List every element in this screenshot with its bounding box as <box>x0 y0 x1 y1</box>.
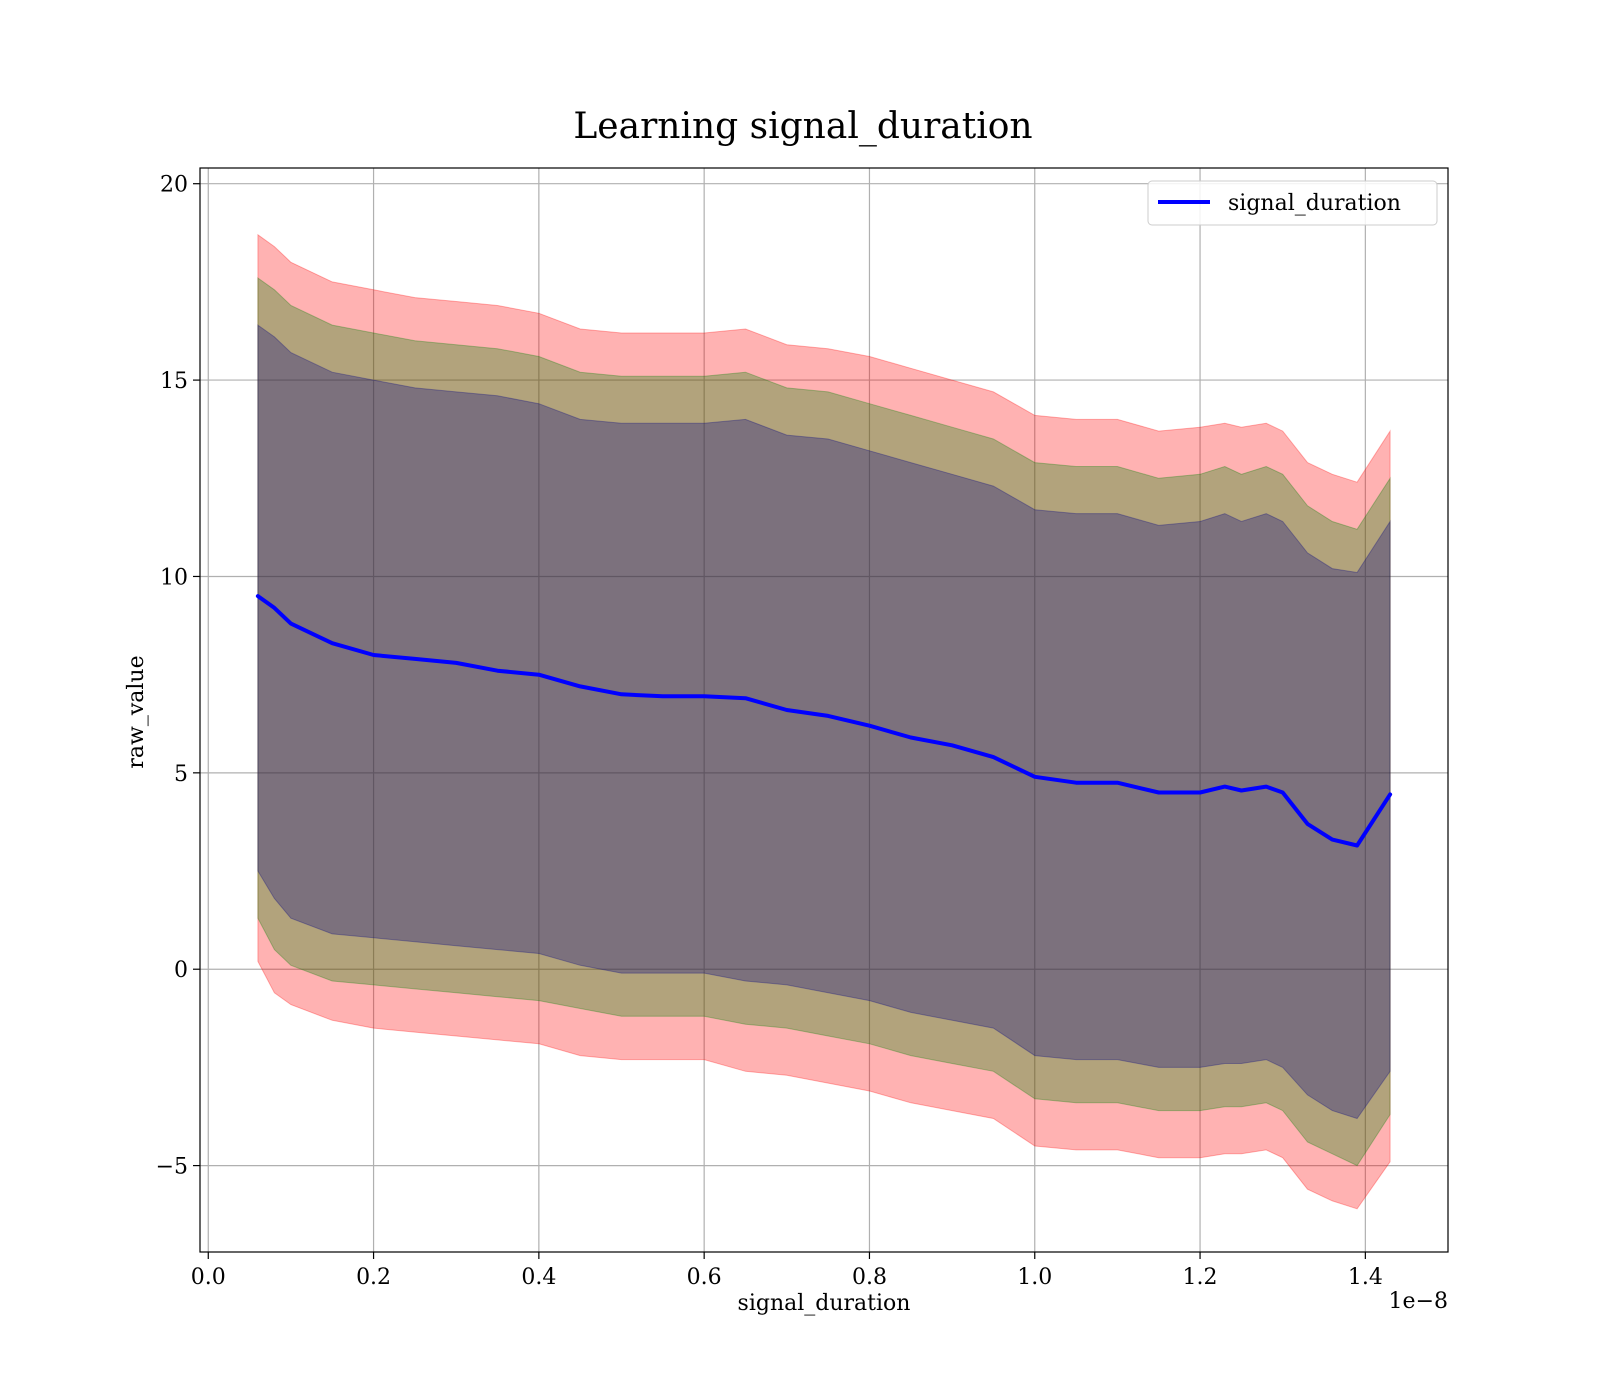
x-tick-label-2: 0.4 <box>521 1265 556 1290</box>
x-tick-label-3: 0.6 <box>687 1265 722 1290</box>
y-tick-label-0: −5 <box>156 1155 188 1180</box>
y-axis-ticks: −5 0 5 10 15 20 <box>156 173 200 1180</box>
y-tick-label-5: 20 <box>160 173 188 198</box>
plot-background <box>200 168 1448 1252</box>
grid-lines <box>200 168 1448 1252</box>
y-tick-label-2: 5 <box>174 762 188 787</box>
x-tick-label-5: 1.0 <box>1017 1265 1052 1290</box>
confidence-bands <box>257 233 1391 1210</box>
x-axis-label: signal_duration <box>738 1291 911 1316</box>
x-axis-offset-label: 1e−8 <box>1389 1289 1448 1314</box>
series-lines <box>255 594 1393 848</box>
chart-title: Learning signal_duration <box>573 106 1032 147</box>
plot-frame <box>199 167 1449 1253</box>
y-axis-label: raw_value <box>124 655 149 768</box>
x-tick-label-7: 1.4 <box>1348 1265 1383 1290</box>
y-tick-label-4: 15 <box>160 369 188 394</box>
legend: signal_duration <box>1147 180 1438 226</box>
x-tick-label-0: 0.0 <box>191 1265 226 1290</box>
y-tick-label-3: 10 <box>160 565 188 590</box>
confidence-band-0 <box>257 233 1391 1210</box>
x-tick-label-1: 0.2 <box>356 1265 391 1290</box>
plot-area <box>199 167 1449 1253</box>
x-tick-label-6: 1.2 <box>1183 1265 1218 1290</box>
legend-box <box>1147 180 1438 226</box>
confidence-band-1 <box>257 277 1391 1167</box>
y-tick-label-1: 0 <box>174 958 188 983</box>
series-line-0 <box>255 594 1393 848</box>
legend-label: signal_duration <box>1228 191 1401 216</box>
confidence-band-2 <box>257 324 1391 1120</box>
x-tick-label-4: 0.8 <box>852 1265 887 1290</box>
x-axis-ticks: 0.0 0.2 0.4 0.6 0.8 1.0 1.2 1.4 <box>191 1252 1383 1290</box>
